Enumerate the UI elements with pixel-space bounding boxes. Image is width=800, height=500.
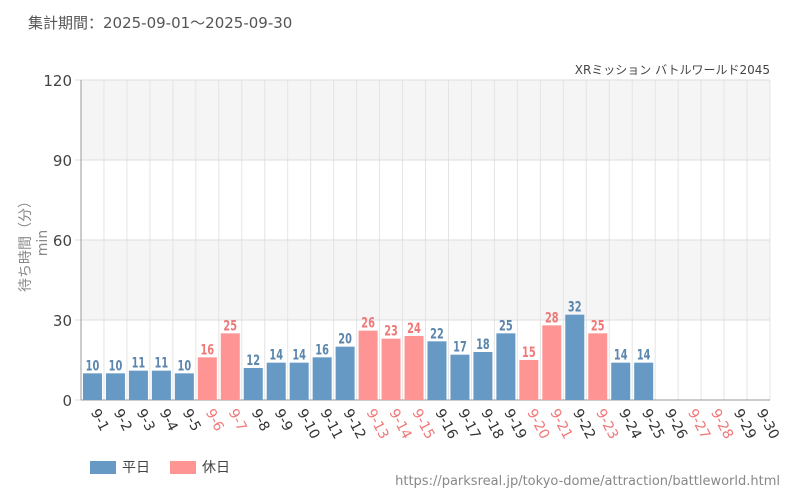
y-tick-label: 90 [53,152,72,170]
bar [450,354,470,400]
bar [634,362,654,400]
bar-value-label: 14 [292,346,306,363]
bar-value-label: 28 [545,309,559,326]
bar [128,370,148,400]
bar-value-label: 22 [430,325,444,342]
x-tick-label: 9-28 [707,406,736,442]
y-tick-label: 0 [62,392,72,410]
x-tick-label: 9-2 [110,406,135,434]
bar [243,368,263,400]
x-tick-label: 9-3 [133,406,158,434]
x-tick-label: 9-29 [730,406,759,442]
y-tick-label: 120 [43,72,72,90]
x-tick-label: 9-27 [684,406,713,442]
bar [404,336,424,400]
legend-label-holiday: 休日 [202,460,230,476]
bar-value-label: 16 [315,341,329,358]
legend-swatch-weekday [90,460,116,474]
x-tick-label: 9-8 [248,406,273,434]
legend-item-weekday: 平日 [90,457,150,477]
bar [381,338,401,400]
bar-value-label: 11 [132,354,146,371]
bar-value-label: 32 [568,298,582,315]
x-tick-label: 9-15 [408,406,437,442]
bar-value-label: 24 [407,320,421,337]
bar [611,362,631,400]
x-tick-label: 9-26 [661,406,690,442]
x-tick-label: 9-30 [753,406,782,442]
x-tick-label: 9-17 [454,406,483,442]
bar [427,341,447,400]
bar [151,370,171,400]
x-tick-label: 9-19 [500,406,529,442]
x-tick-label: 9-14 [386,406,415,442]
bar [588,333,608,400]
bar-value-label: 20 [338,330,352,347]
x-tick-label: 9-20 [523,406,552,442]
x-tick-label: 9-4 [156,406,181,434]
x-tick-label: 9-16 [431,406,460,442]
bar [174,373,194,400]
chart-title: XRミッション バトルワールド2045 [574,63,770,77]
bar-value-label: 16 [200,341,214,358]
x-tick-label: 9-21 [546,406,575,442]
x-tick-label: 9-5 [179,406,204,434]
period-label: 集計期間：2025-09-01～2025-09-30 [28,14,293,32]
x-tick-label: 9-23 [592,406,621,442]
bar-value-label: 10 [109,357,123,374]
bar [565,314,585,400]
bar-value-label: 25 [591,317,605,334]
bar-value-label: 26 [361,314,375,331]
bar-value-label: 14 [614,346,628,363]
x-tick-label: 9-1 [87,406,112,434]
bar-value-label: 25 [223,317,237,334]
y-tick-label: 30 [53,312,72,330]
x-tick-label: 9-25 [638,406,667,442]
bar [82,373,102,400]
bar-value-label: 14 [269,346,283,363]
bar [220,333,240,400]
bar-value-label: 23 [384,322,398,339]
source-url: https://parksreal.jp/tokyo-dome/attracti… [395,474,780,489]
x-tick-label: 9-10 [294,406,323,442]
bar [519,360,539,400]
x-tick-label: 9-18 [477,406,506,442]
bar [105,373,125,400]
x-tick-label: 9-7 [225,406,250,434]
bar-value-label: 17 [453,338,467,355]
bar [496,333,516,400]
legend-label-weekday: 平日 [122,460,150,476]
bar-value-label: 25 [499,317,513,334]
bar [266,362,286,400]
bar-value-label: 14 [637,346,651,363]
bar [289,362,309,400]
bar [358,330,378,400]
bar [335,346,355,400]
x-tick-label: 9-13 [363,406,392,442]
bar [197,357,217,400]
x-tick-label: 9-6 [202,406,227,434]
bar [473,352,493,400]
x-tick-label: 9-22 [569,406,598,442]
bar-value-label: 18 [476,336,490,353]
legend: 平日 休日 [90,457,250,477]
bar-value-label: 11 [155,354,169,371]
bar-value-label: 15 [522,344,536,361]
bar-value-label: 10 [86,357,100,374]
bar-value-label: 12 [246,352,260,369]
legend-swatch-holiday [170,460,196,474]
bar [312,357,332,400]
y-tick-label: 60 [53,232,72,250]
bar [542,325,562,400]
bar-value-label: 10 [178,357,192,374]
x-tick-label: 9-9 [271,406,296,434]
x-tick-label: 9-11 [317,406,346,442]
x-tick-label: 9-24 [615,406,644,442]
x-tick-label: 9-12 [340,406,369,442]
legend-item-holiday: 休日 [170,457,230,477]
